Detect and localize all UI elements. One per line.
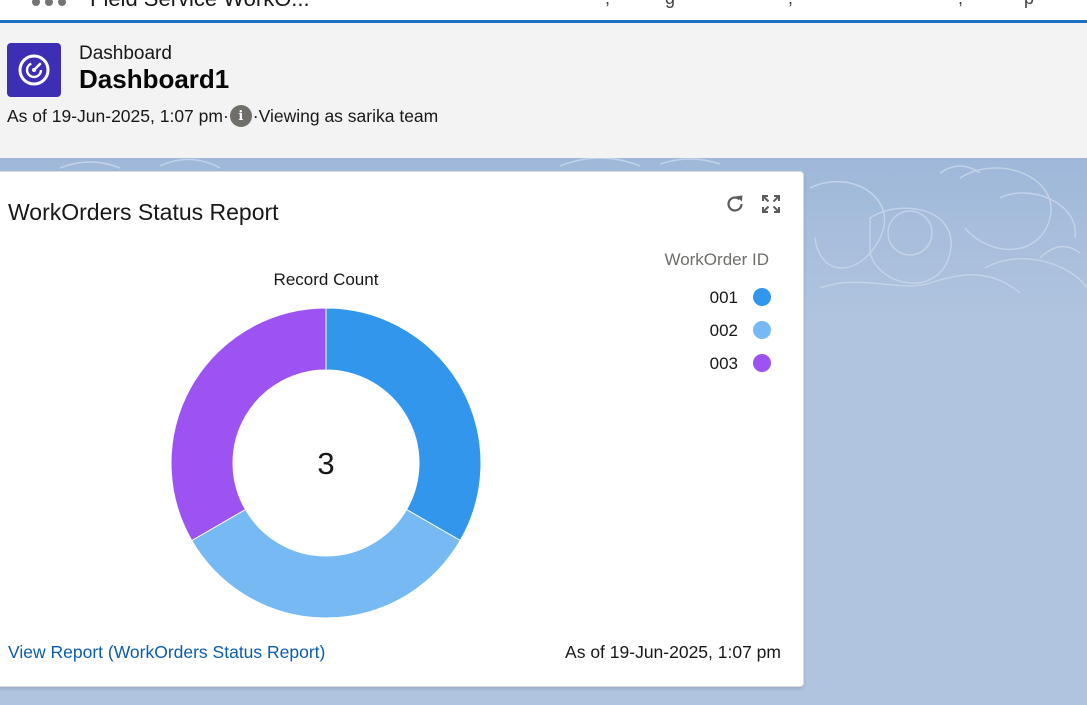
dashboard-gauge-icon: [7, 43, 61, 97]
legend-label-001[interactable]: 001: [710, 288, 738, 307]
viewing-as-text: ·Viewing as sarika team: [252, 105, 439, 126]
info-icon[interactable]: i: [229, 105, 252, 127]
app-name[interactable]: Field Service WorkO...: [90, 0, 310, 12]
legend-swatch-003[interactable]: [753, 354, 771, 372]
page-kicker: Dashboard: [79, 43, 172, 64]
nav-item-fragment[interactable]: ,: [958, 0, 963, 9]
nav-item-fragment[interactable]: p: [1024, 0, 1034, 9]
donut-slice-003[interactable]: [170, 307, 327, 542]
page-title: Dashboard1: [79, 64, 230, 94]
nav-item-fragment[interactable]: ,: [605, 0, 610, 9]
refresh-icon[interactable]: [723, 192, 747, 216]
legend-swatch-001[interactable]: [753, 288, 771, 306]
nav-item-fragment[interactable]: g: [665, 0, 675, 9]
dashboard-meta: As of 19-Jun-2025, 1:07 pm · i ·Viewing …: [7, 105, 438, 127]
chart-center-total: 3: [317, 446, 334, 481]
app-launcher-icon[interactable]: [32, 0, 66, 12]
chart-title: Record Count: [274, 270, 379, 289]
dashboard-header: Dashboard Dashboard1 As of 19-Jun-2025, …: [0, 23, 1087, 159]
donut-slice-001[interactable]: [325, 307, 482, 542]
donut-chart: Record Count 3 WorkOrder ID 001 002 003: [170, 250, 771, 619]
meta-separator: ·: [222, 105, 229, 126]
legend-swatch-002[interactable]: [753, 321, 771, 339]
report-card: WorkOrders Status Report Record Count 3 …: [0, 171, 804, 687]
as-of-timestamp: As of 19-Jun-2025, 1:07 pm: [7, 105, 223, 126]
card-title: WorkOrders Status Report: [8, 199, 279, 225]
card-as-of-timestamp: As of 19-Jun-2025, 1:07 pm: [565, 642, 781, 662]
donut-slice-002[interactable]: [191, 508, 461, 619]
expand-icon[interactable]: [759, 192, 783, 216]
nav-item-fragment[interactable]: ,: [788, 0, 793, 9]
legend-title: WorkOrder ID: [664, 250, 769, 269]
legend-label-003[interactable]: 003: [710, 354, 738, 373]
legend-label-002[interactable]: 002: [710, 321, 738, 340]
top-navigation-bar: Field Service WorkO... , g , , p: [0, 0, 1087, 23]
view-report-link[interactable]: View Report (WorkOrders Status Report): [8, 642, 326, 662]
